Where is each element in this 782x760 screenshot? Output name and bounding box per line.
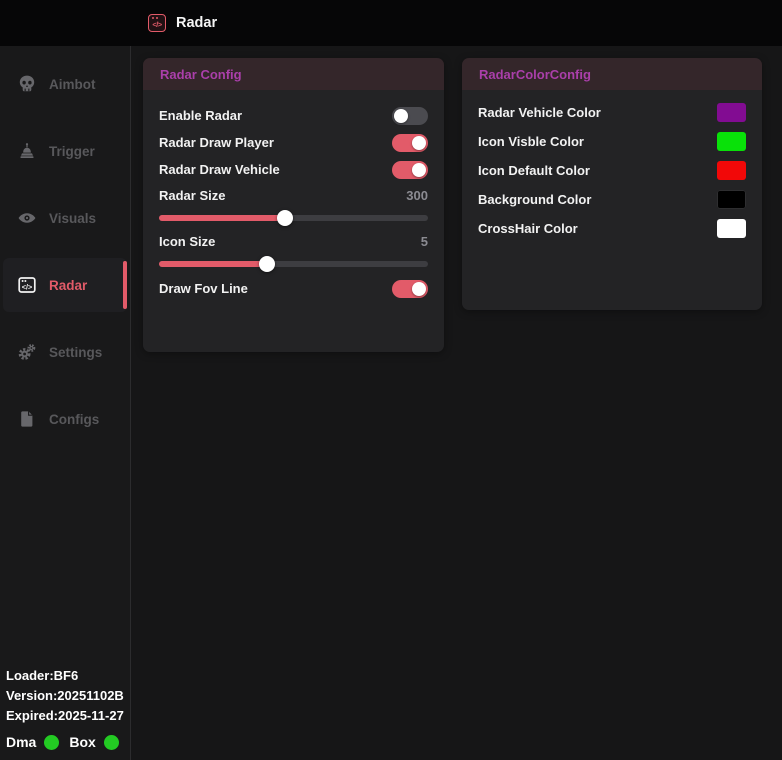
sidebar-item-visuals[interactable]: Visuals [3, 191, 127, 245]
slider-value-radar-size: 300 [406, 187, 428, 203]
toggle-radar-draw-vehicle[interactable] [392, 160, 428, 179]
sidebar-item-configs[interactable]: Configs [3, 392, 127, 446]
sidebar-footer: Loader:BF6 Version:20251102B Expired:202… [6, 666, 128, 750]
color-swatch-background-color[interactable] [717, 190, 746, 209]
control-label: Icon Visble Color [478, 134, 584, 149]
control-row-draw-fov-line: Draw Fov Line [159, 275, 428, 302]
window-dots [151, 17, 158, 20]
slider-track[interactable] [159, 256, 428, 272]
panel-radar-config: Radar Config Enable Radar Radar Draw Play… [143, 58, 444, 352]
panel-radar-config-body: Enable Radar Radar Draw Player Radar Draw … [143, 90, 444, 352]
panel-radar-color-config: RadarColorConfig Radar Vehicle Color Icon… [462, 58, 762, 310]
top-bar: </> Radar [0, 0, 782, 46]
control-row-crosshair-color: CrossHair Color [478, 214, 746, 243]
slider-icon-size[interactable] [159, 253, 428, 275]
window-title-wrap: </> Radar [148, 14, 217, 32]
status-label: Box [69, 734, 96, 750]
slider-track[interactable] [159, 210, 428, 226]
panel-radar-config-header: Radar Config [143, 58, 444, 90]
control-row-icon-default-color: Icon Default Color [478, 156, 746, 185]
svg-text:</>: </> [22, 283, 32, 292]
code-window-icon: </> [148, 14, 166, 32]
toggle-knob [394, 108, 408, 123]
sidebar-item-settings[interactable]: Settings [3, 325, 127, 379]
sidebar-nav: Aimbot Trigger Visuals </> Radar Settings Conf… [0, 57, 130, 446]
control-row-radar-draw-player: Radar Draw Player [159, 129, 428, 156]
control-row-enable-radar: Enable Radar [159, 102, 428, 129]
control-label: Background Color [478, 192, 592, 207]
expired-info: Expired:2025-11-27 [6, 708, 124, 723]
control-row-icon-size: Icon Size 5 [159, 229, 428, 253]
status-row: Dma Box [6, 734, 128, 750]
skull-icon [17, 74, 37, 94]
status-dot-on [44, 734, 60, 750]
toggle-knob [412, 162, 426, 177]
landmine-icon [17, 141, 37, 161]
sidebar: Aimbot Trigger Visuals </> Radar Settings Conf… [0, 46, 131, 760]
control-label: CrossHair Color [478, 221, 578, 236]
code-window-icon: </> [17, 275, 37, 295]
toggle-knob [412, 281, 426, 296]
slider-fill [159, 261, 267, 267]
status-label: Dma [6, 734, 37, 750]
control-label: Icon Default Color [478, 163, 590, 178]
code-glyph: </> [152, 20, 162, 29]
control-label: Icon Size [159, 233, 216, 249]
color-swatch-icon-default-color[interactable] [717, 161, 746, 180]
toggle-draw-fov-line[interactable] [392, 279, 428, 298]
sidebar-item-radar[interactable]: </> Radar [3, 258, 127, 312]
status-box: Box [69, 734, 119, 750]
control-label: Draw Fov Line [159, 281, 248, 296]
sidebar-item-label: Settings [49, 344, 103, 360]
control-label: Radar Draw Player [159, 135, 274, 150]
toggle-knob [412, 135, 426, 150]
control-row-background-color: Background Color [478, 185, 746, 214]
sidebar-item-label: Aimbot [49, 76, 96, 92]
control-label: Radar Vehicle Color [478, 105, 601, 120]
status-dot-on [103, 734, 119, 750]
sidebar-item-aimbot[interactable]: Aimbot [3, 57, 127, 111]
status-dma: Dma [6, 734, 60, 750]
control-row-radar-draw-vehicle: Radar Draw Vehicle [159, 156, 428, 183]
toggle-enable-radar[interactable] [392, 106, 428, 125]
slider-handle[interactable] [277, 210, 294, 226]
sidebar-item-label: Configs [49, 411, 100, 427]
panel-radar-color-config-body: Radar Vehicle Color Icon Visble Color Icon… [462, 90, 762, 310]
eye-icon [17, 208, 37, 228]
control-row-icon-visble-color: Icon Visble Color [478, 127, 746, 156]
slider-value-icon-size: 5 [420, 233, 428, 249]
control-label: Radar Draw Vehicle [159, 162, 280, 177]
control-label: Radar Size [159, 187, 226, 203]
color-swatch-icon-visble-color[interactable] [717, 132, 746, 151]
sidebar-item-trigger[interactable]: Trigger [3, 124, 127, 178]
sidebar-item-label: Trigger [49, 143, 95, 159]
slider-radar-size[interactable] [159, 207, 428, 229]
toggle-radar-draw-player[interactable] [392, 133, 428, 152]
page-title: Radar [176, 15, 218, 31]
version-info: Version:20251102B [6, 688, 124, 703]
control-row-radar-size: Radar Size 300 [159, 183, 428, 207]
color-swatch-crosshair-color[interactable] [717, 219, 746, 238]
control-row-radar-vehicle-color: Radar Vehicle Color [478, 98, 746, 127]
color-swatch-radar-vehicle-color[interactable] [717, 103, 746, 122]
loader-info: Loader:BF6 [6, 668, 79, 683]
panel-radar-color-config-header: RadarColorConfig [462, 58, 762, 90]
sidebar-item-label: Radar [49, 277, 88, 293]
control-label: Enable Radar [159, 108, 243, 123]
sidebar-item-label: Visuals [49, 210, 97, 226]
panel-title: Radar Config [160, 66, 242, 82]
slider-fill [159, 215, 286, 221]
slider-handle[interactable] [258, 256, 275, 272]
panel-title: RadarColorConfig [479, 66, 591, 82]
file-icon [17, 409, 37, 429]
gears-icon [17, 342, 37, 362]
